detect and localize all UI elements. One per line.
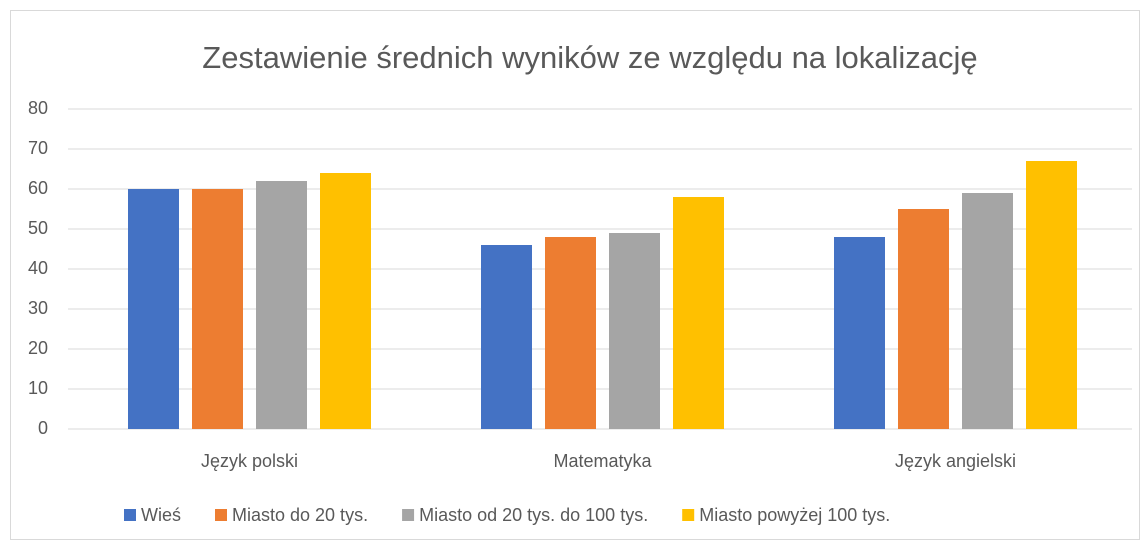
y-tick-label: 20 — [28, 338, 48, 358]
bar — [609, 233, 660, 429]
y-tick-label: 60 — [28, 178, 48, 198]
x-tick-label: Matematyka — [553, 451, 652, 471]
bar — [834, 237, 885, 429]
bar — [192, 189, 243, 429]
bar — [481, 245, 532, 429]
y-tick-label: 40 — [28, 258, 48, 278]
y-tick-label: 0 — [38, 418, 48, 438]
bar — [128, 189, 179, 429]
bar — [673, 197, 724, 429]
legend-label: Miasto powyżej 100 tys. — [699, 505, 890, 525]
bar — [256, 181, 307, 429]
bar — [320, 173, 371, 429]
y-tick-label: 10 — [28, 378, 48, 398]
y-tick-label: 80 — [28, 98, 48, 118]
legend-swatch — [124, 509, 136, 521]
bar — [545, 237, 596, 429]
chart-title: Zestawienie średnich wyników ze względu … — [202, 40, 977, 75]
legend-label: Wieś — [141, 505, 181, 525]
legend-swatch — [682, 509, 695, 521]
y-tick-label: 30 — [28, 298, 48, 318]
y-tick-label: 50 — [28, 218, 48, 238]
y-tick-label: 70 — [28, 138, 48, 158]
bar — [962, 193, 1013, 429]
x-tick-label: Język angielski — [895, 451, 1016, 471]
legend-swatch — [402, 509, 415, 521]
bar — [898, 209, 949, 429]
legend-label: Miasto do 20 tys. — [232, 505, 368, 525]
x-tick-label: Język polski — [201, 451, 298, 471]
legend-swatch — [215, 509, 227, 521]
legend-label: Miasto od 20 tys. do 100 tys. — [419, 505, 648, 525]
bar — [1026, 161, 1077, 429]
